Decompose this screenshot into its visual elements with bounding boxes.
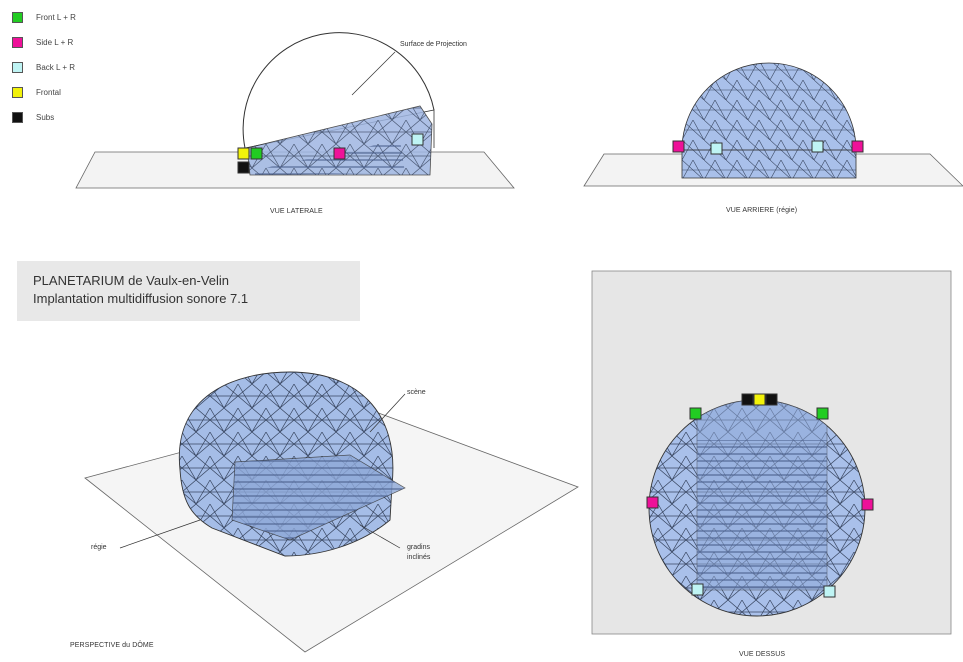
top-side-left: [646, 496, 659, 509]
legend-label: Side L + R: [36, 37, 74, 47]
top-front-left: [689, 407, 702, 420]
page-title: PLANETARIUM de Vaulx-en-Velin: [33, 273, 230, 288]
title-box: PLANETARIUM de Vaulx-en-Velin Implantati…: [17, 261, 360, 321]
gradins-label-2: inclinés: [407, 554, 431, 561]
lateral-caption: VUE LATERALE: [270, 208, 323, 215]
top-subs-left: [741, 393, 754, 406]
legend-item-front: Front L + R: [12, 10, 76, 24]
black-square-icon: [12, 111, 23, 123]
top-frontal: [753, 393, 766, 406]
rear-back-left: [710, 142, 723, 155]
top-caption: VUE DESSUS: [739, 651, 786, 658]
top-view: [591, 270, 952, 635]
side-speaker: [333, 147, 346, 160]
top-side-right: [861, 498, 874, 511]
legend-label: Frontal: [36, 87, 61, 97]
legend-label: Front L + R: [36, 12, 76, 22]
rear-caption: VUE ARRIERE (régie): [726, 207, 798, 214]
front-speaker: [250, 147, 263, 160]
rear-side-right: [851, 140, 864, 153]
legend-item-back: Back L + R: [12, 60, 75, 74]
back-speaker: [411, 133, 424, 146]
yellow-square-icon: [12, 86, 23, 98]
legend-item-subs: Subs: [12, 110, 54, 124]
perspective-view: [84, 371, 579, 653]
rear-side-left: [672, 140, 685, 153]
projection-surface-arc: [242, 32, 435, 149]
green-square-icon: [12, 11, 23, 23]
rear-view: [583, 62, 963, 187]
page-subtitle: Implantation multidiffusion sonore 7.1: [33, 291, 249, 306]
scene-label: scène: [407, 389, 426, 396]
legend-label: Subs: [36, 112, 55, 122]
legend-label: Back L + R: [36, 62, 76, 72]
top-back-left: [691, 583, 704, 596]
lateral-view: [75, 32, 515, 189]
regie-label: régie: [91, 544, 107, 551]
top-subs-right: [765, 393, 778, 406]
gradins-label: gradins: [407, 544, 430, 551]
frontal-speaker: [237, 147, 250, 160]
top-back-right: [823, 585, 836, 598]
subs-speaker: [237, 161, 250, 174]
cyan-square-icon: [12, 61, 23, 73]
magenta-square-icon: [12, 36, 23, 48]
top-front-right: [816, 407, 829, 420]
legend-item-frontal: Frontal: [12, 85, 61, 99]
projection-surface-label: Surface de Projection: [400, 41, 467, 48]
rear-back-right: [811, 140, 824, 153]
legend-item-side: Side L + R: [12, 35, 73, 49]
perspective-caption: PERSPECTIVE du DÔME: [70, 642, 154, 649]
